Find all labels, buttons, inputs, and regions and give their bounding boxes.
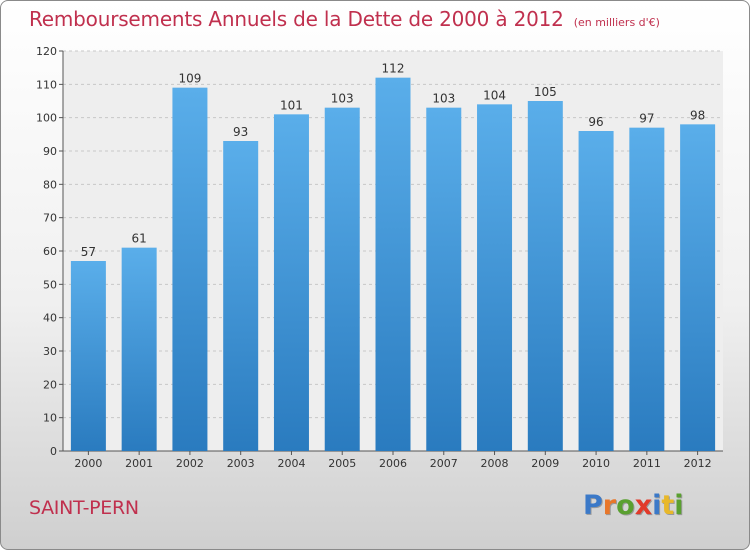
y-tick-label: 20 [43,378,57,391]
logo-letter: i [674,490,684,521]
y-tick-label: 50 [43,278,57,291]
commune-name: SAINT-PERN [29,497,139,519]
data-label: 104 [483,88,506,102]
x-tick-label: 2009 [531,457,559,470]
data-label: 109 [178,72,201,86]
bar [70,261,106,451]
bar [273,114,309,451]
logo-letter: x [634,490,653,521]
data-label: 93 [233,125,248,139]
y-tick-label: 60 [43,245,57,258]
y-tick-label: 80 [43,178,57,191]
y-tick-label: 110 [36,78,57,91]
x-tick-label: 2001 [125,457,153,470]
logo-letter: P [583,490,603,521]
bar [375,77,411,452]
x-tick-label: 2002 [176,457,204,470]
logo-letter: t [661,490,675,521]
x-tick-label: 2000 [74,457,102,470]
bar [324,107,360,452]
y-tick-label: 120 [36,45,57,58]
data-label: 97 [639,112,654,126]
x-tick-label: 2007 [430,457,458,470]
x-tick-label: 2003 [227,457,255,470]
logo-letter: i [652,490,662,521]
logo-letter: r [602,490,617,521]
chart-subtitle: (en milliers d'€) [573,16,660,29]
x-tick-label: 2008 [481,457,509,470]
x-tick-label: 2012 [684,457,712,470]
x-tick-label: 2011 [633,457,661,470]
x-tick-label: 2004 [277,457,305,470]
data-label: 98 [690,108,705,122]
bar [629,127,665,452]
y-tick-label: 30 [43,345,57,358]
y-tick-label: 90 [43,145,57,158]
x-tick-label: 2006 [379,457,407,470]
data-label: 105 [534,85,557,99]
x-tick-label: 2010 [582,457,610,470]
bar [121,247,157,451]
bar [172,87,208,452]
logo-letter: o [616,490,635,521]
y-tick-label: 0 [50,445,57,458]
bar [578,131,614,451]
data-label: 57 [81,245,96,259]
bar [527,101,563,451]
y-tick-label: 10 [43,412,57,425]
data-label: 101 [280,98,303,112]
y-tick-label: 100 [36,112,57,125]
bar [223,141,259,451]
data-label: 112 [382,62,405,76]
chart-title: Remboursements Annuels de la Dette de 20… [29,7,564,31]
y-tick-label: 40 [43,312,57,325]
proxiti-logo: Proxiti [583,490,684,521]
bar [680,124,716,451]
data-label: 103 [331,92,354,106]
data-label: 103 [432,92,455,106]
data-label: 96 [588,115,603,129]
chart-header: Remboursements Annuels de la Dette de 20… [29,7,660,31]
data-label: 61 [132,232,147,246]
y-tick-label: 70 [43,212,57,225]
bar [426,107,462,452]
x-tick-label: 2005 [328,457,356,470]
bar [477,104,513,451]
